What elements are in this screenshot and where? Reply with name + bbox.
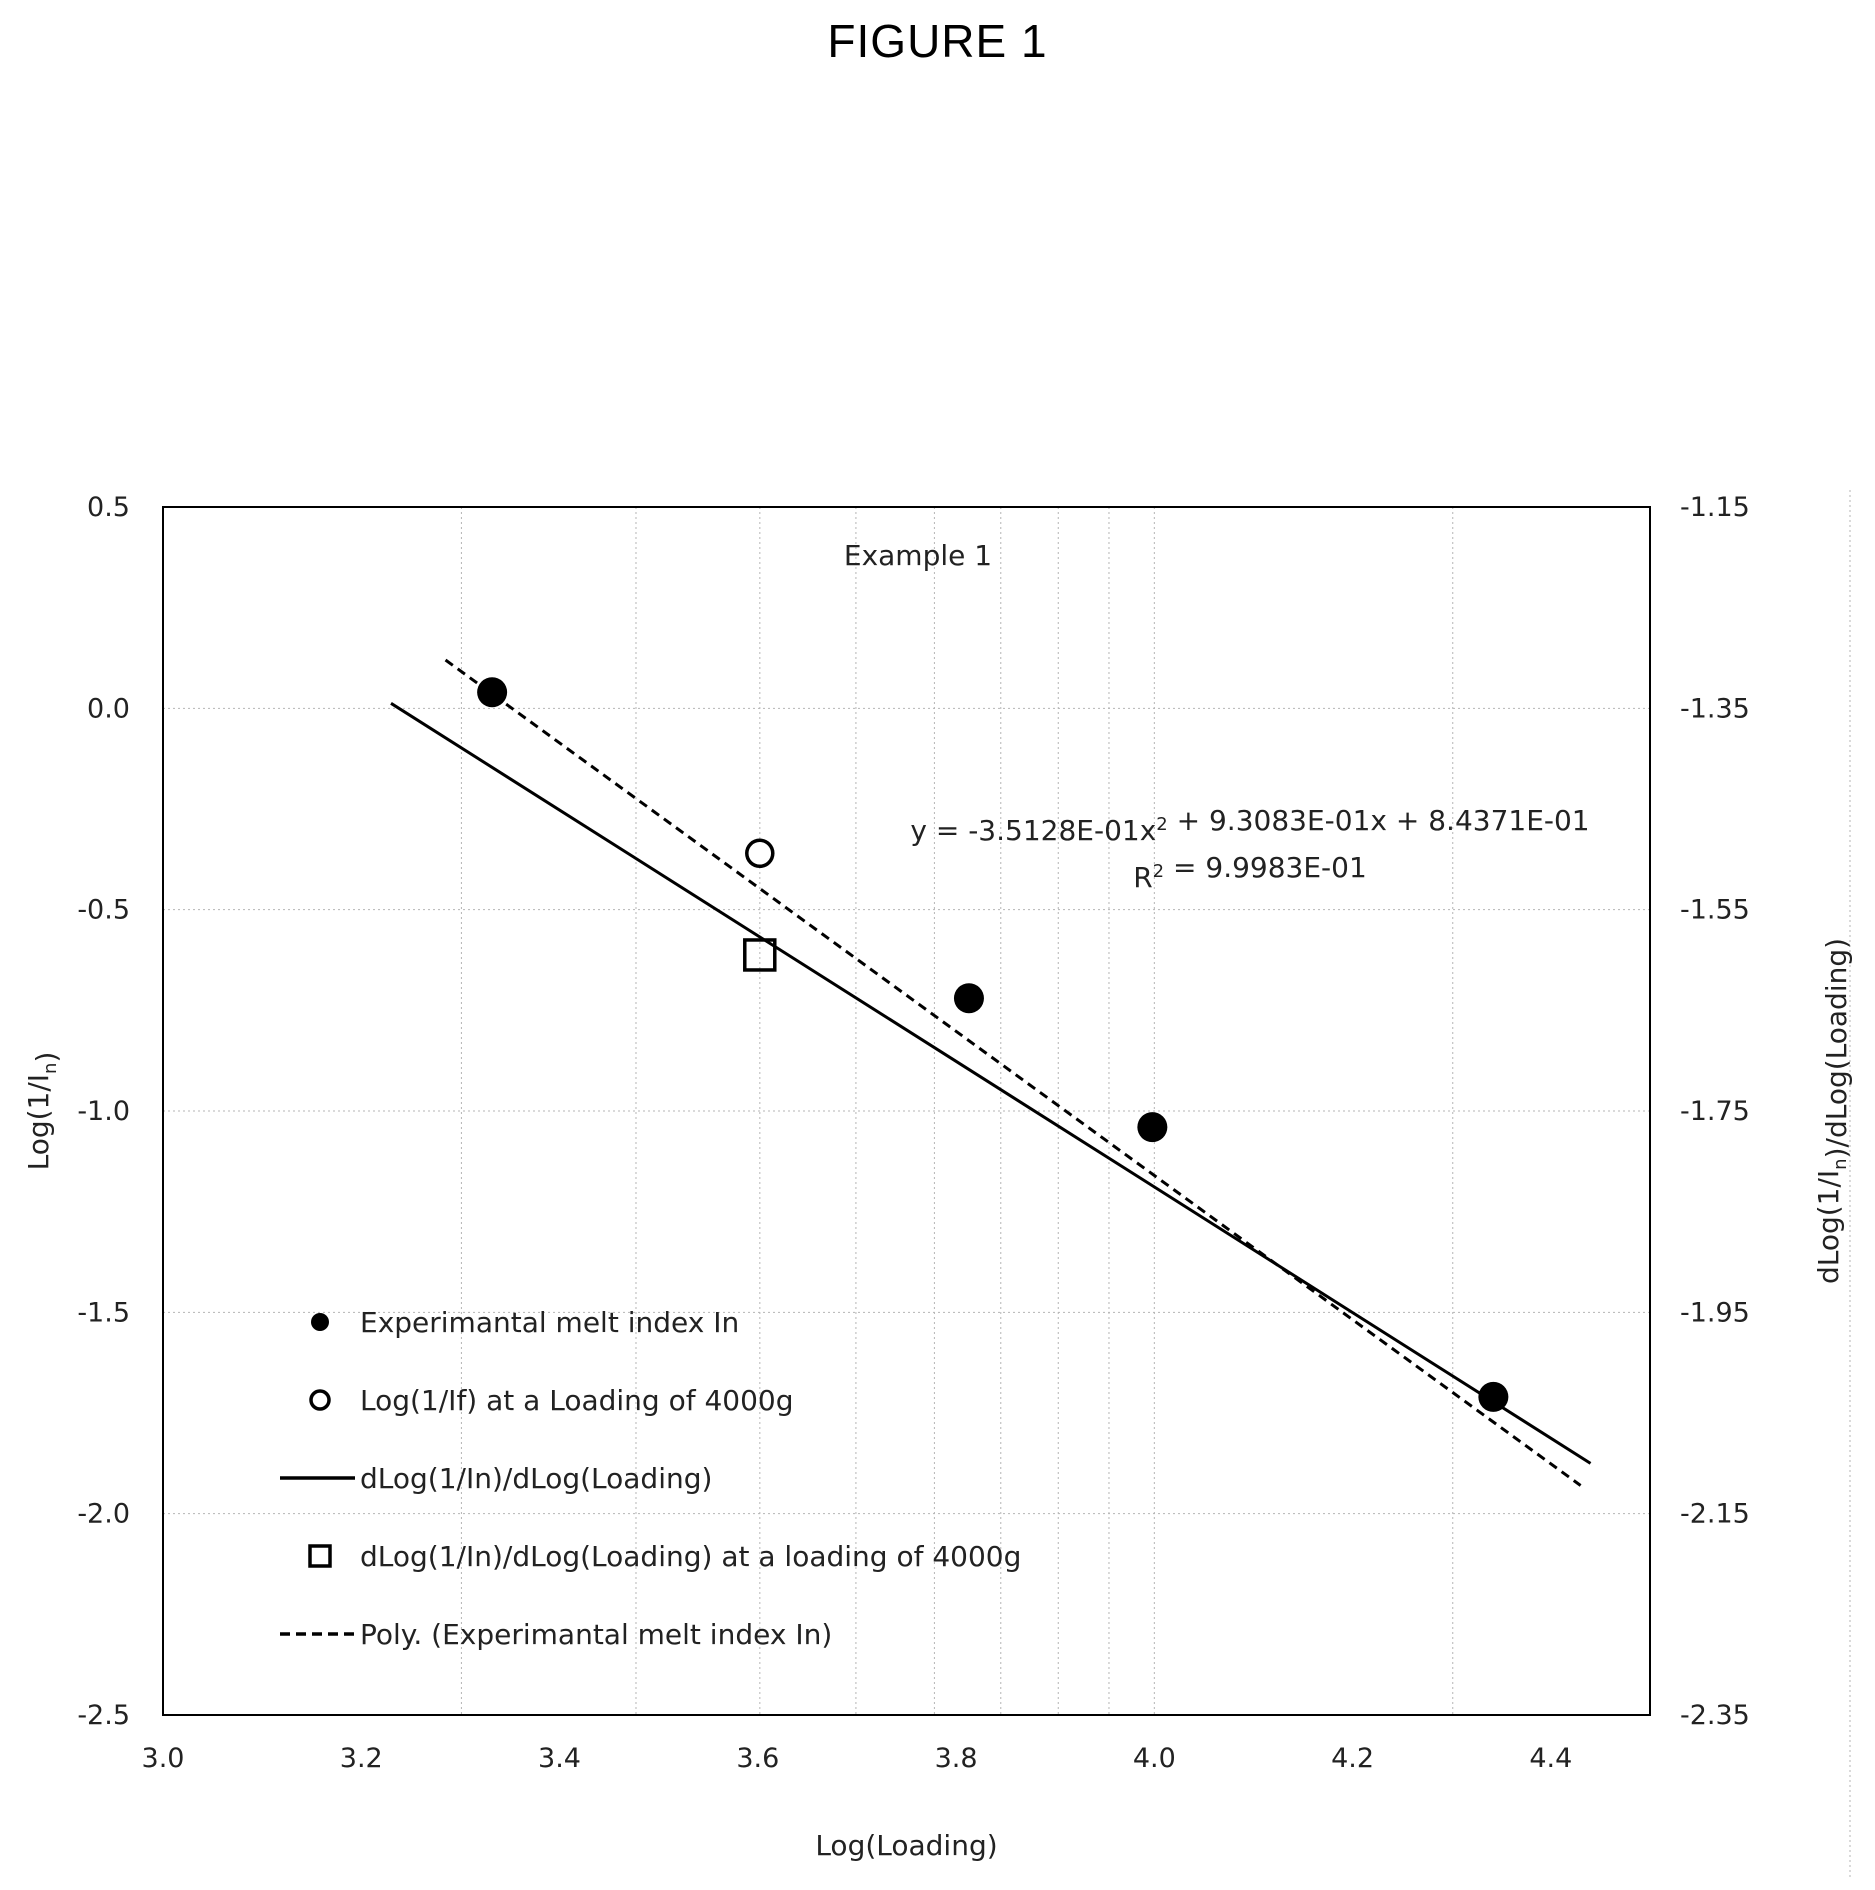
legend-marker-open-square — [308, 1544, 332, 1568]
figure-title: FIGURE 1 — [827, 15, 1048, 67]
x-tick-label: 4.0 — [1133, 1743, 1176, 1774]
y-tick-label: -1.5 — [77, 1297, 130, 1328]
legend-label: dLog(1/In)/dLog(Loading) at a loading of… — [360, 1540, 1021, 1573]
series-layer — [390, 658, 1592, 1487]
legend: Experimantal melt index In Log(1/If) at a… — [280, 1306, 1021, 1651]
x-tick-label: 3.8 — [935, 1743, 978, 1774]
poly-fit-line — [444, 658, 1582, 1487]
y2-axis-label: dLog(1/In)/dLog(Loading) — [1812, 938, 1853, 1284]
plot-frame — [162, 506, 1651, 1716]
x-tick-label: 3.6 — [736, 1743, 779, 1774]
y-axis-label: Log(1/In) — [22, 1052, 63, 1171]
ticks: 0.5 0.0 -0.5 -1.0 -1.5 -2.0 -2.5 -1.15 -1.35 -1.5… — [77, 492, 1750, 1774]
y2-tick-label: -1.95 — [1680, 1297, 1750, 1328]
y-tick-label: 0.5 — [87, 492, 130, 523]
x-tick-label: 3.0 — [142, 1743, 185, 1774]
grid — [163, 490, 1851, 1880]
y-tick-label: -2.5 — [77, 1700, 130, 1731]
y2-tick-label: -1.75 — [1680, 1096, 1750, 1127]
y-tick-label: 0.0 — [87, 693, 130, 724]
equation-annotation: y = -3.5128E-01x2 + 9.3083E-01x + 8.4371… — [910, 804, 1589, 847]
data-point-4000g — [745, 838, 775, 869]
data-point-experimental — [1478, 1381, 1509, 1412]
y2-tick-label: -2.35 — [1680, 1700, 1750, 1731]
legend-label: Experimantal melt index In — [360, 1306, 739, 1339]
x-tick-label: 4.4 — [1529, 1743, 1572, 1774]
x-tick-label: 3.2 — [340, 1743, 383, 1774]
derivative-line — [390, 702, 1592, 1465]
y-tick-label: -0.5 — [77, 895, 130, 926]
chart-title: Example 1 — [844, 539, 992, 572]
legend-label: Log(1/If) at a Loading of 4000g — [360, 1384, 794, 1417]
y2-tick-label: -1.35 — [1680, 693, 1750, 724]
y-tick-label: -2.0 — [77, 1499, 130, 1530]
y-tick-label: -1.0 — [77, 1096, 130, 1127]
y2-tick-label: -1.15 — [1680, 492, 1750, 523]
r-squared-annotation: R2 = 9.9983E-01 — [1133, 851, 1367, 894]
x-tick-label: 4.2 — [1331, 1743, 1374, 1774]
data-point-experimental — [953, 983, 984, 1014]
data-point-derivative-4000g — [743, 938, 777, 972]
legend-label: Poly. (Experimantal melt index In) — [360, 1618, 832, 1651]
data-point-experimental — [477, 677, 508, 708]
x-tick-label: 3.4 — [538, 1743, 581, 1774]
y2-tick-label: -2.15 — [1680, 1499, 1750, 1530]
x-axis-label: Log(Loading) — [815, 1829, 997, 1862]
legend-marker-filled-circle — [311, 1313, 329, 1331]
y2-tick-label: -1.55 — [1680, 895, 1750, 926]
legend-marker-open-circle — [309, 1389, 331, 1411]
data-point-experimental — [1137, 1112, 1168, 1143]
legend-label: dLog(1/In)/dLog(Loading) — [360, 1462, 712, 1495]
